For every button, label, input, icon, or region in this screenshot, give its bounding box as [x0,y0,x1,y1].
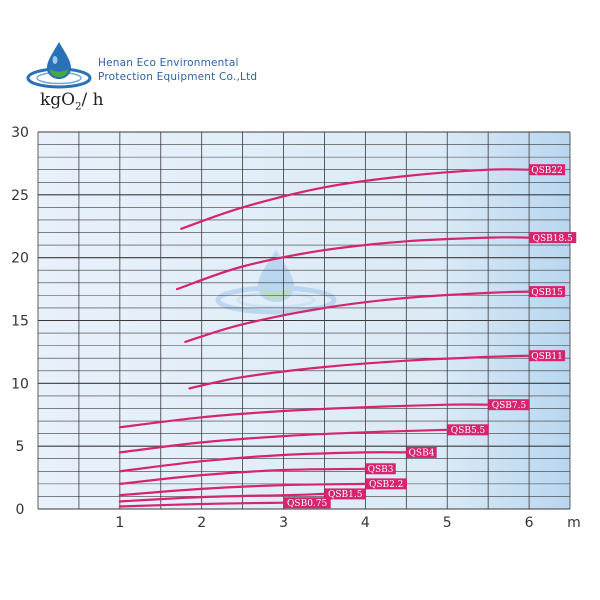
unit-subscript: 2 [75,101,82,113]
company-name-line2: Protection Equipment Co.,Ltd [98,71,258,83]
series-label-bg [365,478,407,490]
x-axis-label: m [567,515,581,531]
series-label: QSB1.5 [324,488,367,500]
series-label-text: QSB22 [531,166,563,176]
y-tick-label: 25 [11,188,29,204]
series-line [188,354,531,390]
series-line [118,451,408,473]
x-tick-label: 1 [115,515,124,531]
series-line [180,168,531,230]
series-line [118,428,449,454]
series-label-bg [529,350,566,362]
series-label-bg [529,232,577,244]
company-name-line1: Henan Eco Environmental [98,57,239,69]
company-logo-icon [26,42,92,89]
series-label-text: QSB1.5 [328,490,363,500]
series-line [118,467,367,485]
series-label: QSB3 [365,463,396,475]
series-label: QSB11 [529,350,566,362]
watermark-logo-icon [215,250,337,315]
y-tick-label: 30 [11,125,29,141]
series-label: QSB18.5 [529,232,577,244]
series-label-text: QSB0.75 [287,499,327,509]
unit-tail: / h [81,90,104,110]
series-label-bg [324,488,367,500]
series-label-text: QSB3 [368,465,394,475]
series-label-text: QSB18.5 [533,234,573,244]
series-label: QSB0.75 [283,497,331,509]
y-tick-label: 0 [16,502,25,518]
grid-lines [37,131,571,510]
series-label: QSB4 [406,446,437,459]
company-name: Henan Eco Environmental Protection Equip… [98,56,257,84]
series-label-bg [283,497,331,509]
series-label-bg [488,399,530,411]
series-label-text: QSB2.2 [369,480,403,490]
series-line [118,403,490,429]
series-line [184,290,531,343]
series-label-text: QSB5.5 [451,426,486,436]
series-label-bg [529,286,566,298]
x-tick-label: 6 [525,515,534,531]
y-tick-label: 20 [11,251,29,267]
series-label: QSB2.2 [365,478,407,490]
x-tick-label: 3 [279,515,288,531]
series-label-text: QSB4 [409,449,435,459]
series-label-bg [447,424,489,436]
series-label-bg [365,463,396,475]
y-tick-label: 10 [11,376,29,392]
series-label-bg [406,446,437,458]
series-curves [118,168,531,508]
series-line [118,492,326,503]
series-label: QSB15 [529,286,566,298]
series-label-text: QSB11 [531,352,563,362]
y-axis-unit-label: kgO2/ h [40,90,104,112]
series-label-bg [529,164,566,176]
unit-main: kgO [40,90,76,110]
series-labels: QSB22 QSB18.5 QSB15 QSB11 QSB7.5 QSB5.5 QSB4 QS… [283,164,577,509]
axis-ticks: 0 5 10 15 20 25 30 1 2 3 4 5 6 m [11,125,581,531]
series-label: QSB22 [529,164,566,176]
x-tick-label: 4 [361,515,370,531]
series-label-text: QSB7.5 [492,401,527,411]
x-tick-label: 5 [443,515,452,531]
series-label: QSB5.5 [447,424,489,436]
series-label-text: QSB15 [531,288,563,298]
x-tick-label: 2 [197,515,206,531]
series-line [118,501,285,508]
series-label: QSB7.5 [488,399,530,411]
y-tick-label: 5 [16,439,25,455]
y-tick-label: 15 [11,314,29,330]
series-line [118,482,367,497]
series-line [176,236,531,291]
